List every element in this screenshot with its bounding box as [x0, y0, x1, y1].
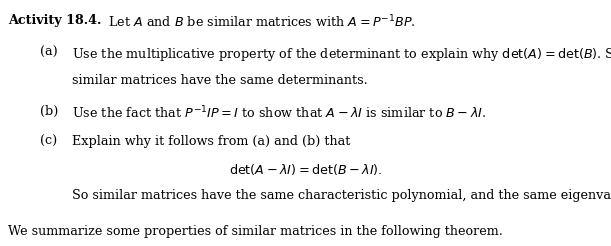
Text: (b): (b) [40, 105, 58, 118]
Text: (a): (a) [40, 46, 57, 59]
Text: Activity 18.4.: Activity 18.4. [8, 14, 101, 27]
Text: Let $A$ and $B$ be similar matrices with $A = P^{-1}BP$.: Let $A$ and $B$ be similar matrices with… [104, 14, 416, 30]
Text: We summarize some properties of similar matrices in the following theorem.: We summarize some properties of similar … [8, 225, 503, 238]
Text: Explain why it follows from (a) and (b) that: Explain why it follows from (a) and (b) … [72, 135, 351, 148]
Text: similar matrices have the same determinants.: similar matrices have the same determina… [72, 74, 368, 87]
Text: Use the multiplicative property of the determinant to explain why $\det(A) = \de: Use the multiplicative property of the d… [72, 46, 611, 62]
Text: So similar matrices have the same characteristic polynomial, and the same eigenv: So similar matrices have the same charac… [72, 189, 611, 202]
Text: Use the fact that $P^{-1}IP = I$ to show that $A - \lambda I$ is similar to $B -: Use the fact that $P^{-1}IP = I$ to show… [72, 105, 486, 121]
Text: $\det(A - \lambda I) = \det(B - \lambda I).$: $\det(A - \lambda I) = \det(B - \lambda … [229, 162, 382, 177]
Text: (c): (c) [40, 135, 57, 148]
